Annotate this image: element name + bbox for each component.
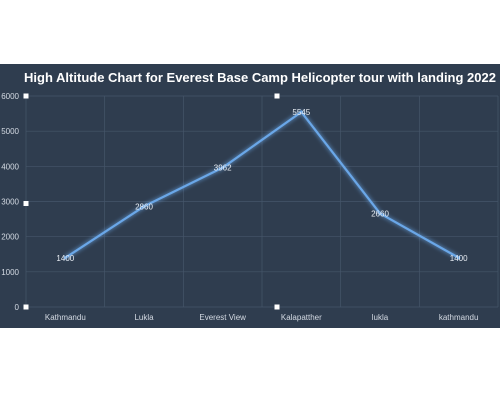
chart-panel [0,64,500,328]
y-tick-label: 3000 [1,198,19,207]
y-tick-label: 5000 [1,127,19,136]
x-tick-label: lukla [372,313,389,322]
y-tick-label: 6000 [1,92,19,101]
data-point [142,204,146,209]
data-label: 1400 [56,254,74,263]
y-tick-label: 0 [15,303,20,312]
selection-handle [23,304,29,310]
data-point [378,211,382,216]
x-tick-label: kathmandu [439,313,479,322]
selection-handle [23,201,29,206]
y-tick-label: 2000 [1,233,19,242]
data-point [221,166,225,170]
data-label: 5545 [292,108,310,117]
data-label: 2860 [135,202,153,211]
y-tick-label: 4000 [1,162,19,171]
x-tick-label: Everest View [199,313,246,322]
x-tick-label: Lukla [134,313,154,322]
x-tick-label: Kathmandu [45,313,86,322]
data-point [457,256,461,260]
selection-handle [23,93,29,99]
chart-title: High Altitude Chart for Everest Base Cam… [24,70,496,85]
x-tick-label: Kalapatther [281,313,322,322]
y-tick-label: 1000 [1,268,19,277]
series-line [64,110,460,259]
data-label: 3962 [214,164,232,173]
data-point [63,256,67,260]
selection-handle [274,93,280,99]
data-point [299,110,303,114]
data-label: 2660 [371,209,389,218]
data-label: 1400 [450,254,468,263]
selection-handle [274,304,280,310]
